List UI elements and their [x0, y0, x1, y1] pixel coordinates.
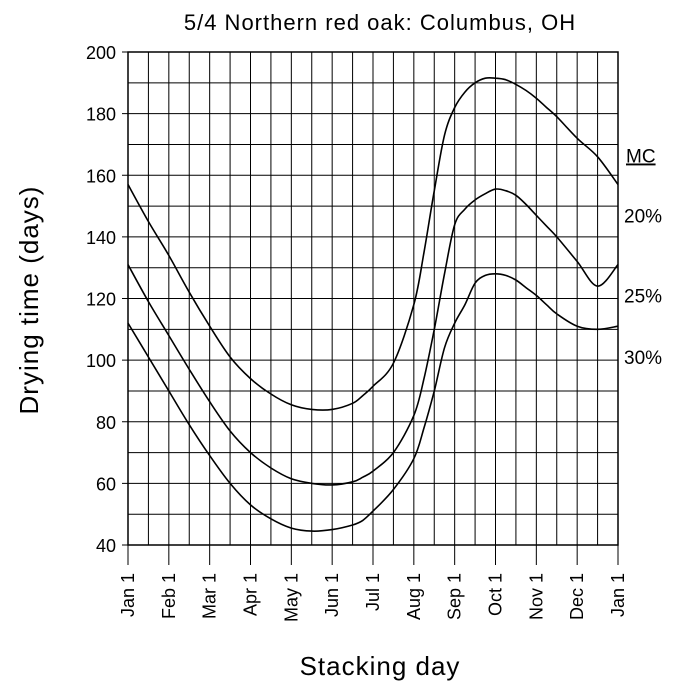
series-label-2: 25%: [624, 287, 662, 308]
x-axis-label: Stacking day: [300, 651, 461, 681]
series-labels: 20% 25% 30%: [624, 206, 662, 369]
series-line-3: [127, 272, 619, 532]
y-tick-label: 160: [86, 166, 116, 186]
y-tick-label: 60: [96, 474, 116, 494]
x-tick-label: Jun 1: [322, 573, 342, 617]
series-line-1: [127, 76, 619, 411]
chart-title: 5/4 Northern red oak: Columbus, OH: [184, 10, 576, 35]
y-tick-label: 80: [96, 413, 116, 433]
y-tick-label: 200: [86, 43, 116, 63]
vertical-grid: [127, 52, 619, 565]
x-tick-label: Jan 1: [118, 573, 138, 617]
x-tick-label: Mar 1: [200, 573, 220, 619]
y-tick-label: 100: [86, 351, 116, 371]
x-tick-label: Oct 1: [486, 573, 506, 616]
x-tick-label: May 1: [281, 573, 301, 622]
series-label-1: 20%: [624, 206, 662, 227]
x-tick-label: Dec 1: [567, 573, 587, 620]
y-tick-label: 140: [86, 228, 116, 248]
y-axis-label: Drying time (days): [14, 186, 44, 415]
horizontal-grid: [122, 51, 618, 546]
legend-title-mc: MC: [626, 146, 656, 167]
y-tick-label: 40: [96, 536, 116, 556]
x-tick-label: Feb 1: [159, 573, 179, 619]
x-tick-label: Apr 1: [241, 573, 261, 616]
series-lines: [127, 76, 619, 532]
x-tick-label: Sep 1: [445, 573, 465, 620]
x-tick-label: Jan 1: [608, 573, 628, 617]
x-tick-label: Aug 1: [404, 573, 424, 620]
y-tick-label: 120: [86, 290, 116, 310]
y-tick-labels: 40 60 80 100 120 140 160 180 200: [86, 43, 116, 556]
plot-frame: [127, 51, 619, 546]
x-tick-label: Nov 1: [526, 573, 546, 620]
x-tick-labels: Jan 1 Feb 1 Mar 1 Apr 1 May 1 Jun 1 Jul 1 Aug 1…: [118, 573, 628, 622]
series-line-2: [127, 188, 619, 486]
x-tick-label: Jul 1: [363, 573, 383, 611]
y-tick-label: 180: [86, 105, 116, 125]
series-label-3: 30%: [624, 348, 662, 369]
